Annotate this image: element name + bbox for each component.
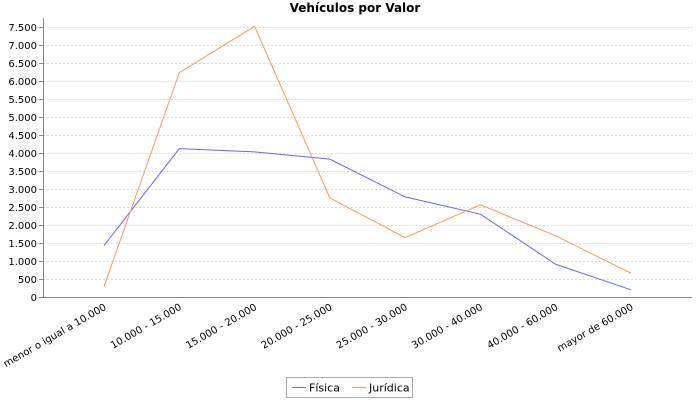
- grid: [43, 27, 692, 280]
- data-point: [103, 244, 106, 247]
- legend-label: Jurídica: [368, 382, 410, 395]
- x-tick-label: 40.000 - 60.000: [485, 302, 560, 352]
- data-point: [479, 213, 482, 216]
- data-point: [253, 25, 256, 28]
- data-point: [328, 158, 331, 161]
- data-point: [554, 234, 557, 237]
- x-tick-label: 20.000 - 25.000: [260, 302, 335, 352]
- data-point: [479, 203, 482, 206]
- y-tick-label: 4.500: [8, 131, 37, 142]
- y-tick-label: 3.000: [8, 185, 37, 196]
- y-tick-label: 0: [31, 293, 37, 304]
- y-tick-label: 6.000: [8, 77, 37, 88]
- series-lines: [103, 25, 633, 291]
- y-tick-label: 7.500: [8, 23, 37, 34]
- y-tick-label: 1.500: [8, 239, 37, 250]
- y-tick-label: 6.500: [8, 59, 37, 70]
- y-tick-label: 2.000: [8, 221, 37, 232]
- y-tick-label: 5.000: [8, 113, 37, 124]
- x-tick-label: 15.000 - 20.000: [184, 302, 259, 352]
- y-tick-label: 5.500: [8, 95, 37, 106]
- x-tick-label: 25.000 - 30.000: [335, 302, 410, 352]
- data-point: [178, 147, 181, 150]
- series-line-0: [103, 148, 632, 291]
- y-tick-label: 3.500: [8, 167, 37, 178]
- legend-label: Física: [309, 382, 340, 395]
- y-tick-label: 1.000: [8, 257, 37, 268]
- chart-title: Vehículos por Valor: [290, 1, 421, 15]
- x-tick-label: menor o igual a 10.000: [2, 302, 109, 370]
- data-point: [554, 263, 557, 266]
- data-point: [328, 197, 331, 200]
- y-tick-label: 2.500: [8, 203, 37, 214]
- y-tick-label: 500: [18, 275, 37, 286]
- data-point: [103, 285, 106, 288]
- data-point: [630, 288, 633, 291]
- data-point: [178, 71, 181, 74]
- x-tick-label: 10.000 - 15.000: [109, 302, 184, 352]
- x-tick-label: mayor de 60.000: [556, 302, 636, 354]
- legend-box: [286, 377, 413, 398]
- data-point: [630, 272, 633, 275]
- y-tick-label: 7.000: [8, 41, 37, 52]
- data-point: [404, 195, 407, 198]
- axes: [43, 18, 692, 298]
- data-point: [404, 236, 407, 239]
- data-point: [253, 150, 256, 153]
- x-axis-ticks: menor o igual a 10.000 10.000 - 15.000 15.…: [2, 302, 636, 370]
- series-line-1: [103, 25, 632, 287]
- y-axis-ticks: 0 500 1.000 1.500 2.000 2.500 3.000 3.500 4.000 4…: [8, 23, 43, 304]
- x-tick-label: 30.000 - 40.000: [410, 302, 485, 352]
- y-tick-label: 4.000: [8, 149, 37, 160]
- legend: Física Jurídica: [286, 377, 413, 398]
